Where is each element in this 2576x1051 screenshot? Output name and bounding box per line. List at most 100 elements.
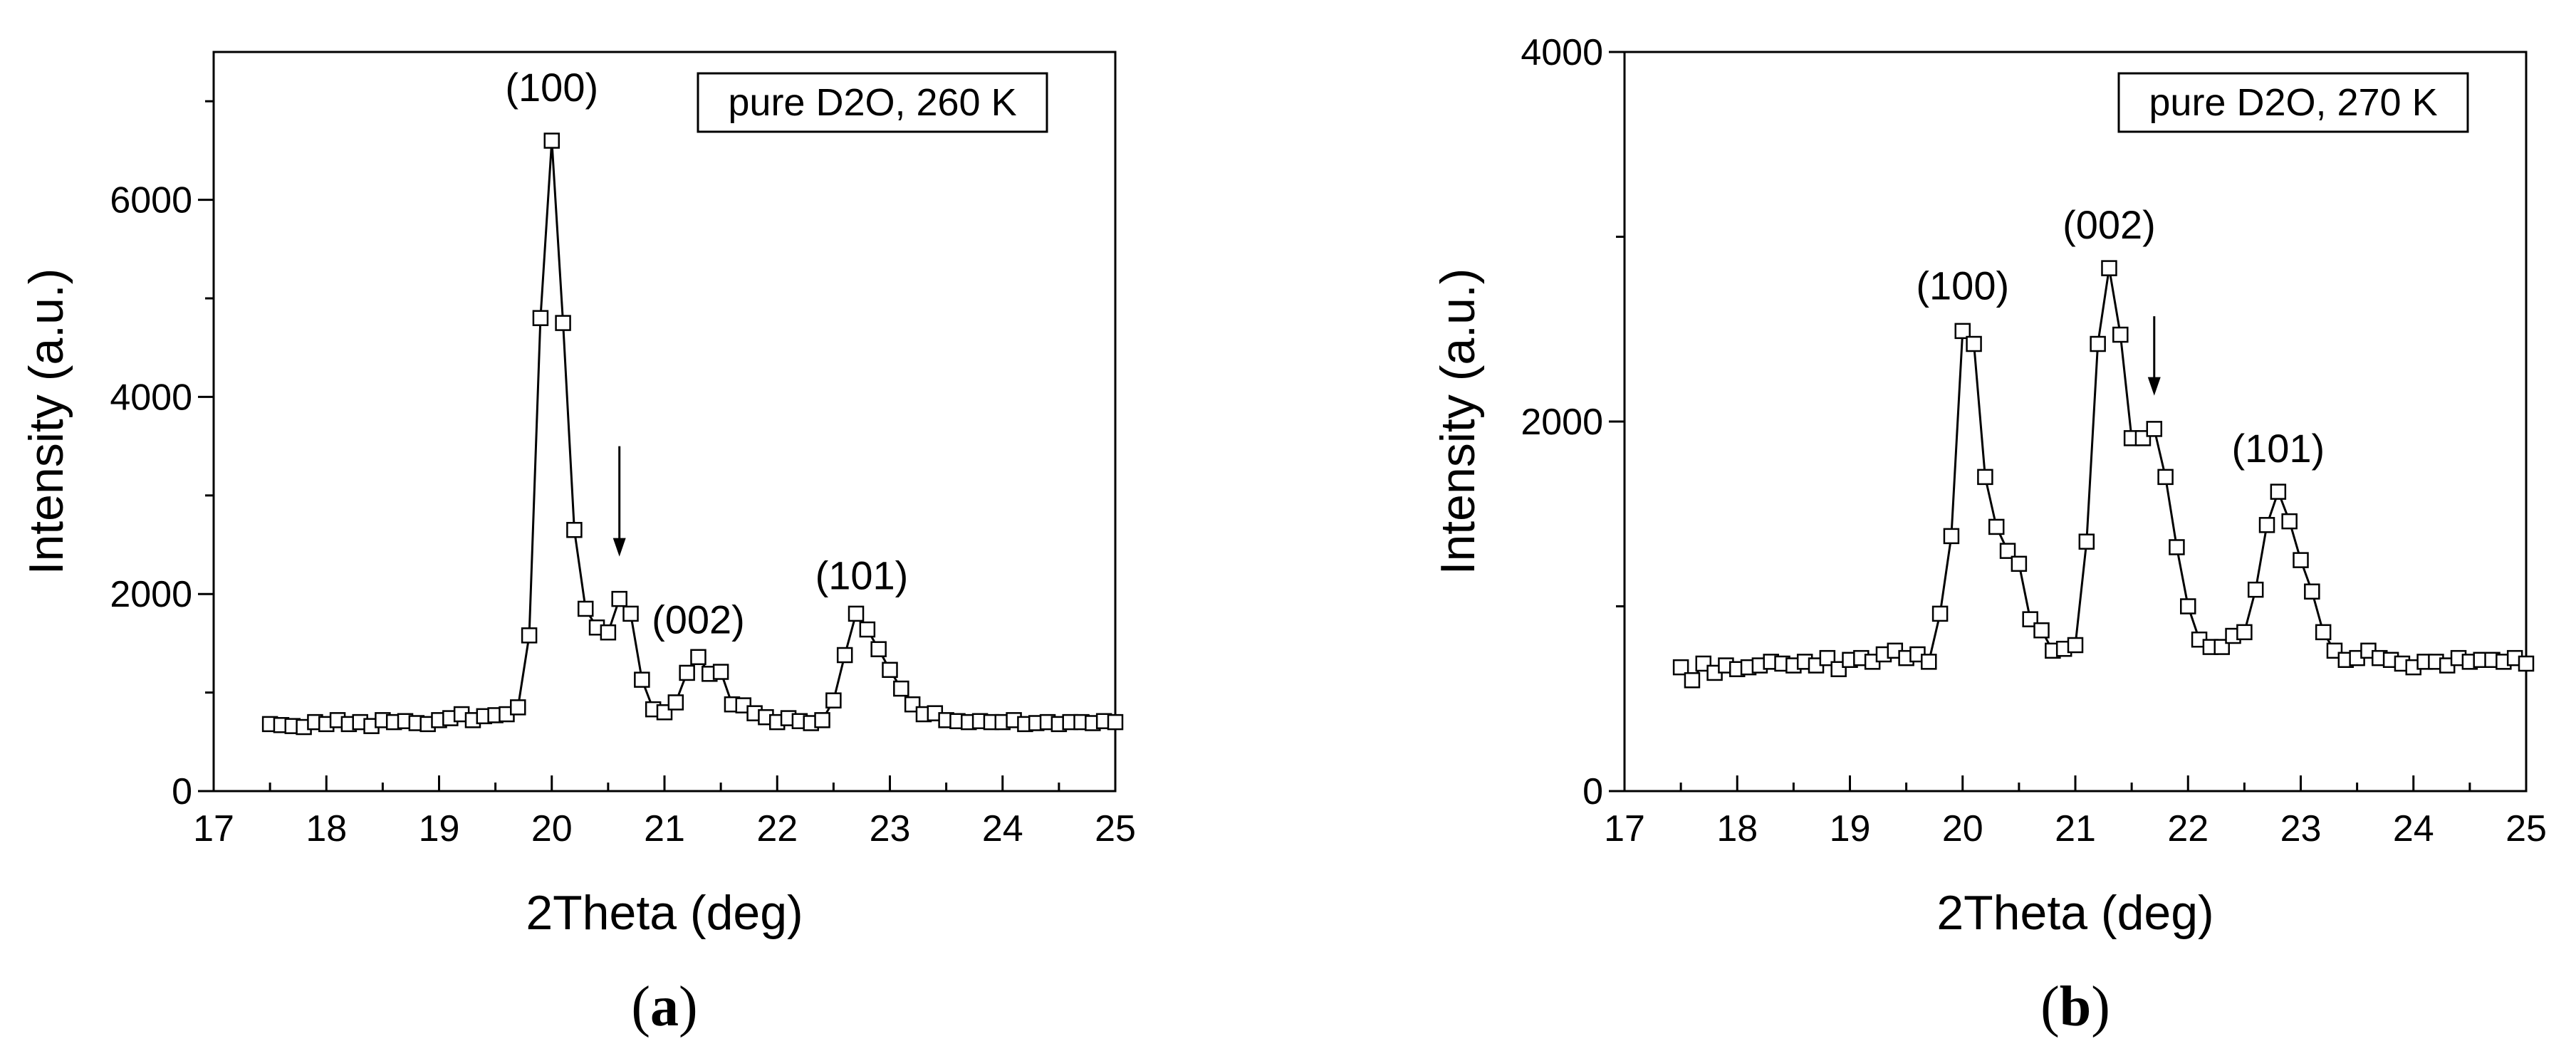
- peak-labels-layer: (100) (002) (101): [505, 65, 908, 642]
- data-point: [2236, 624, 2253, 641]
- y-tick-label: 0: [172, 771, 192, 812]
- data-point: [2033, 622, 2050, 639]
- y-tick-label: 4000: [1521, 32, 1603, 73]
- data-point: [2157, 469, 2174, 486]
- peak-label: (002): [652, 597, 745, 642]
- x-tick-label: 20: [531, 808, 573, 849]
- y-tick-label: 2000: [110, 574, 192, 615]
- y-axis-title: Intensity (a.u.): [1431, 268, 1485, 575]
- peak-label: (100): [1916, 263, 2009, 308]
- data-point: [690, 649, 706, 666]
- data-point: [893, 680, 909, 697]
- ticks-layer: 17 18 19 20 21 22 23 24 25 0 2000 4000 6000: [110, 100, 1136, 849]
- data-point: [543, 132, 560, 149]
- peak-label: (101): [2231, 426, 2325, 471]
- legend-box: pure D2O, 270 K: [2117, 72, 2469, 133]
- data-point: [2281, 513, 2298, 530]
- x-tick-label: 25: [2505, 808, 2547, 849]
- data-point: [577, 600, 594, 617]
- x-tick-label: 21: [644, 808, 685, 849]
- peak-label: (101): [815, 553, 909, 597]
- data-point: [622, 605, 639, 622]
- x-tick-label: 18: [1716, 808, 1758, 849]
- data-point: [2101, 260, 2117, 276]
- plot-frame: [1623, 51, 2528, 793]
- data-point: [600, 624, 617, 641]
- points-layer: [261, 132, 1124, 736]
- legend-label: pure D2O, 270 K: [2149, 81, 2437, 124]
- data-point: [1921, 654, 1937, 670]
- x-tick-label: 25: [1095, 808, 1136, 849]
- points-layer: [1672, 260, 2535, 689]
- y-tick-label: 4000: [110, 377, 192, 418]
- x-axis-title: 2Theta (deg): [526, 886, 803, 940]
- data-point: [2180, 598, 2196, 615]
- y-tick-label: 2000: [1521, 402, 1603, 443]
- data-point: [2078, 533, 2095, 550]
- data-point: [555, 315, 571, 331]
- data-point: [2518, 655, 2535, 672]
- data-point: [1977, 469, 1993, 486]
- peak-labels-layer: (100) (002) (101): [1916, 202, 2325, 471]
- legend-frame: [2117, 72, 2469, 133]
- legend-box: pure D2O, 260 K: [697, 72, 1048, 133]
- plot-frame: [212, 51, 1117, 793]
- data-point: [634, 671, 650, 688]
- data-point: [1966, 335, 1982, 352]
- data-point: [882, 662, 898, 679]
- y-axis-title: Intensity (a.u.): [19, 268, 73, 575]
- panel-label-open-paren: (: [2040, 976, 2060, 1038]
- data-point: [2112, 326, 2129, 343]
- data-point: [2315, 624, 2332, 641]
- data-point: [2146, 421, 2163, 437]
- data-point: [814, 712, 830, 728]
- data-point: [2090, 335, 2106, 352]
- x-tick-label: 22: [756, 808, 798, 849]
- x-tick-label: 23: [870, 808, 911, 849]
- data-point: [2247, 581, 2264, 598]
- data-point: [1999, 543, 2016, 559]
- chart-panel-a: 17 18 19 20 21 22 23 24 25 0 2000 4000 6000 (100) (00…: [19, 51, 1136, 1038]
- peak-label: (002): [2063, 202, 2156, 247]
- arrow-head: [612, 538, 626, 557]
- data-point: [825, 692, 842, 708]
- data-point: [859, 621, 876, 638]
- data-point: [566, 521, 583, 538]
- data-point: [2169, 539, 2185, 555]
- ticks-layer: 17 18 19 20 21 22 23 24 25 0 2000 4000: [1521, 32, 2547, 849]
- data-point: [1672, 659, 1689, 676]
- data-point: [510, 699, 526, 716]
- x-tick-label: 19: [419, 808, 460, 849]
- data-point: [836, 647, 853, 664]
- y-tick-label: 6000: [110, 180, 192, 221]
- y-tick-label: 0: [1582, 771, 1603, 812]
- panel-label-close-paren: ): [2091, 976, 2110, 1038]
- data-point: [1931, 605, 1949, 622]
- panel-label-close-paren: ): [679, 976, 698, 1038]
- data-point: [532, 310, 549, 326]
- x-tick-label: 22: [2167, 808, 2209, 849]
- data-point: [712, 664, 729, 680]
- data-point: [1107, 713, 1124, 731]
- data-point: [521, 627, 538, 644]
- legend-frame: [697, 72, 1048, 133]
- x-tick-label: 17: [1604, 808, 1645, 849]
- data-point: [611, 590, 627, 607]
- data-point: [2304, 583, 2320, 600]
- series-line: [1679, 268, 2527, 682]
- arrow-head: [2147, 377, 2161, 396]
- panel-label-b: (b): [2040, 976, 2110, 1038]
- panel-label-letter: a: [650, 976, 679, 1038]
- data-point: [2293, 552, 2309, 568]
- panel-label-open-paren: (: [631, 976, 650, 1038]
- x-tick-label: 20: [1942, 808, 1983, 849]
- x-axis-title: 2Theta (deg): [1936, 886, 2213, 940]
- data-point: [2270, 483, 2287, 500]
- x-tick-label: 21: [2055, 808, 2096, 849]
- data-point: [2258, 517, 2275, 533]
- x-tick-label: 19: [1830, 808, 1871, 849]
- panel-label-letter: b: [2060, 976, 2092, 1038]
- data-point: [1943, 528, 1960, 545]
- x-tick-label: 24: [2393, 808, 2434, 849]
